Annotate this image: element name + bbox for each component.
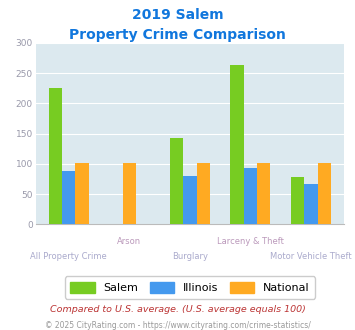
- Bar: [291, 177, 304, 224]
- Bar: [170, 138, 183, 224]
- Bar: [49, 88, 62, 224]
- Bar: [304, 184, 318, 224]
- Bar: [123, 163, 136, 224]
- Text: Motor Vehicle Theft: Motor Vehicle Theft: [270, 252, 352, 261]
- Text: Arson: Arson: [117, 237, 141, 246]
- Bar: [244, 168, 257, 224]
- Text: Burglary: Burglary: [172, 252, 208, 261]
- Text: Compared to U.S. average. (U.S. average equals 100): Compared to U.S. average. (U.S. average …: [50, 305, 305, 314]
- Text: All Property Crime: All Property Crime: [31, 252, 107, 261]
- Bar: [76, 163, 89, 224]
- Bar: [318, 163, 331, 224]
- Text: Larceny & Theft: Larceny & Theft: [217, 237, 284, 246]
- Legend: Salem, Illinois, National: Salem, Illinois, National: [65, 277, 315, 299]
- Bar: [183, 176, 197, 224]
- Bar: [62, 171, 76, 224]
- Text: © 2025 CityRating.com - https://www.cityrating.com/crime-statistics/: © 2025 CityRating.com - https://www.city…: [45, 321, 310, 330]
- Bar: [197, 163, 210, 224]
- Text: 2019 Salem: 2019 Salem: [132, 8, 223, 22]
- Text: Property Crime Comparison: Property Crime Comparison: [69, 28, 286, 42]
- Bar: [230, 65, 244, 224]
- Bar: [257, 163, 271, 224]
